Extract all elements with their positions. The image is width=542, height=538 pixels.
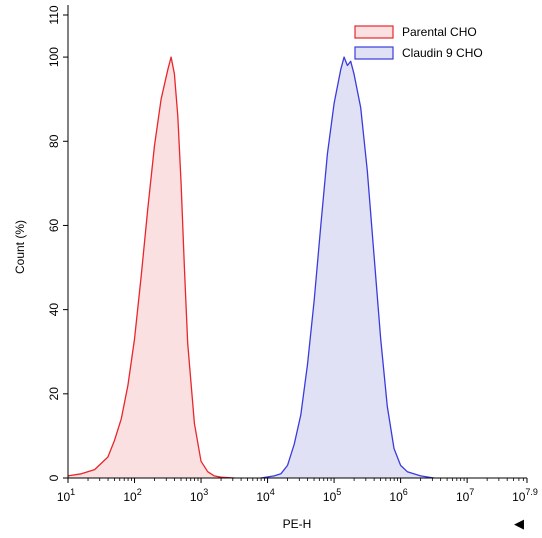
x-tick-label: 107 [456,487,474,504]
series-2-line [260,56,435,479]
x-tick-label: 102 [123,487,141,504]
y-tick-label: 40 [47,303,61,317]
series-1-area [68,57,235,478]
x-tick-label: 103 [190,487,208,504]
series-2-area [260,57,434,478]
x-axis-title: PE-H [283,517,312,531]
legend: Parental CHO Claudin 9 CHO [354,25,483,60]
y-tick-label: 100 [47,47,61,67]
plot-area [67,56,435,479]
x-tick-label: 101 [57,487,75,504]
y-tick-label: 60 [47,219,61,233]
y-tick-label: 80 [47,134,61,148]
legend-swatch-1 [354,25,394,39]
legend-label-2: Claudin 9 CHO [402,46,483,60]
legend-label-1: Parental CHO [402,25,477,39]
x-tick-label: 106 [389,487,407,504]
y-tick-label: 110 [47,5,61,24]
x-tick-label: 107.9 [512,487,538,504]
x-tick-label: 105 [323,487,341,504]
y-tick-label: 20 [47,387,61,401]
series-1-line [67,56,235,479]
y-tick-label: 0 [47,474,61,481]
x-tick-label: 104 [256,487,274,504]
collapse-arrow-icon[interactable]: ◀ [514,516,524,531]
legend-swatch-2 [354,46,394,60]
axes: 0 20 40 60 80 100 110 101 102 103 104 105 106 107 107.… [47,5,538,504]
y-axis-title: Count (%) [13,220,27,274]
